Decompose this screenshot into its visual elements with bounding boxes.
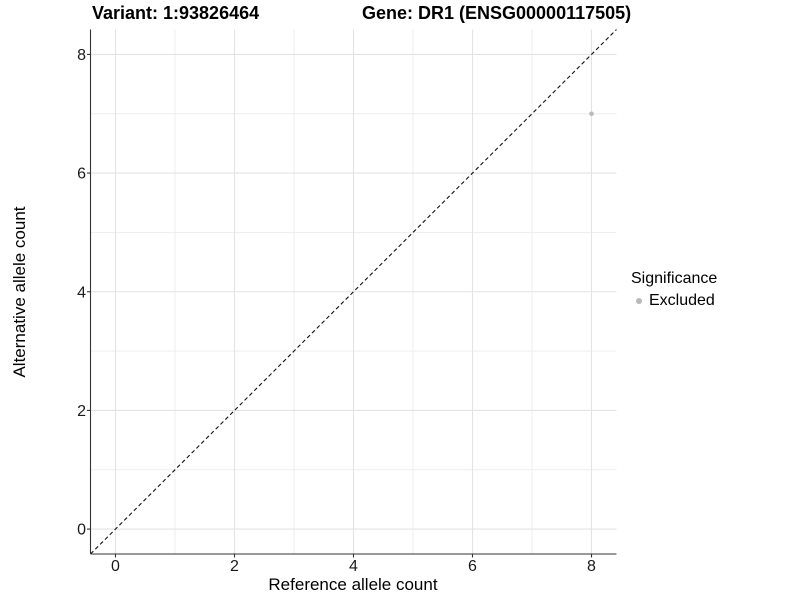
x-tick-label: 4 bbox=[349, 558, 358, 575]
x-tick-label: 8 bbox=[587, 558, 596, 575]
x-axis-title: Reference allele count bbox=[268, 575, 438, 594]
x-tick-label: 0 bbox=[111, 558, 120, 575]
x-tick-label: 6 bbox=[468, 558, 477, 575]
y-tick-label: 0 bbox=[77, 522, 86, 539]
excluded-point-icon bbox=[636, 298, 642, 304]
y-axis-title: Alternative allele count bbox=[10, 206, 29, 378]
legend-title: Significance bbox=[631, 270, 718, 287]
x-tick-label: 2 bbox=[230, 558, 239, 575]
legend-item-excluded: Excluded bbox=[636, 292, 717, 310]
legend: Significance Excluded bbox=[631, 269, 717, 310]
y-tick-label: 2 bbox=[77, 403, 86, 420]
y-tick-label: 4 bbox=[77, 284, 86, 301]
data-point bbox=[589, 111, 594, 117]
legend-item-label: Excluded bbox=[649, 292, 715, 309]
gene-title: Gene: DR1 (ENSG00000117505) bbox=[362, 3, 632, 23]
identity-dashed-line bbox=[90, 29, 617, 555]
variant-title: Variant: 1:93826464 bbox=[92, 3, 260, 23]
y-tick-label: 8 bbox=[77, 47, 86, 64]
y-tick-label: 6 bbox=[77, 166, 86, 183]
